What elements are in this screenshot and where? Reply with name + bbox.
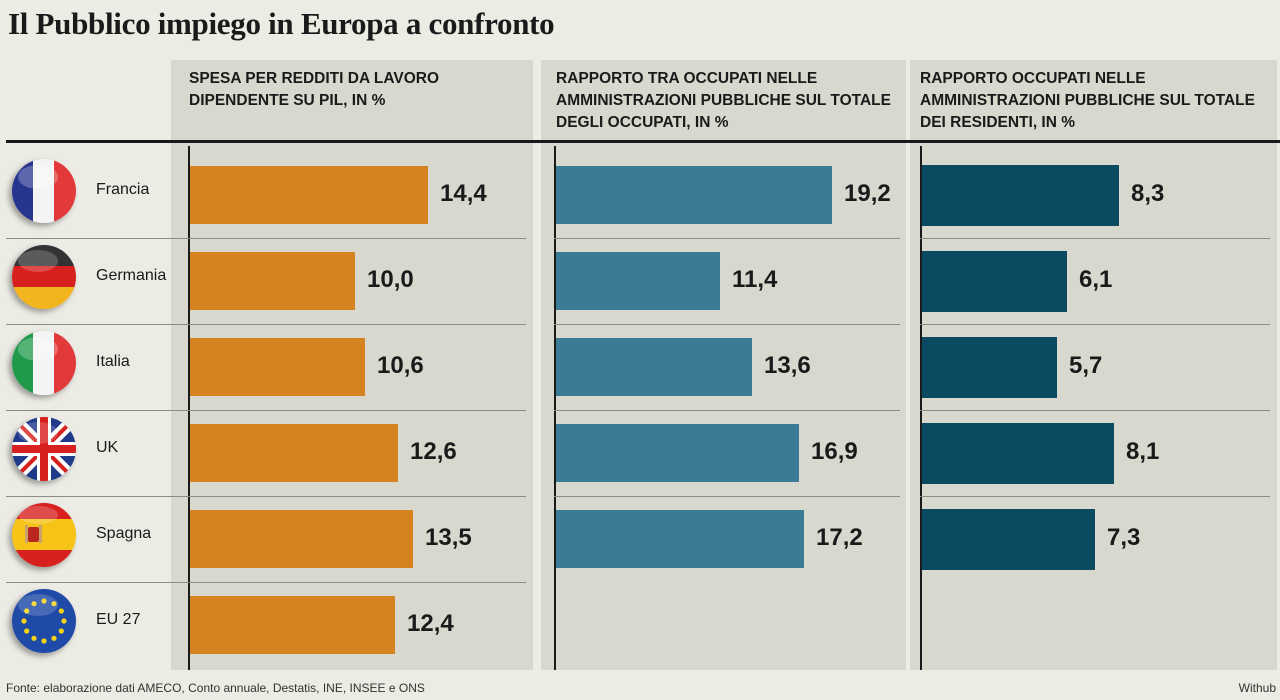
header-rule bbox=[6, 140, 1280, 143]
germany-flag-icon bbox=[12, 245, 76, 309]
bar-value-label: 10,0 bbox=[367, 266, 414, 293]
bar-panel1-spagna bbox=[190, 510, 413, 568]
bar-panel1-francia bbox=[190, 166, 428, 224]
row-separator bbox=[920, 410, 1270, 411]
bar-value-label: 11,4 bbox=[732, 266, 778, 293]
bar-value-label: 13,5 bbox=[425, 524, 472, 551]
bar-panel2-uk bbox=[556, 424, 799, 482]
bar-value-label: 5,7 bbox=[1069, 352, 1103, 379]
bar-value-label: 17,2 bbox=[816, 524, 863, 551]
bar-panel3-francia bbox=[922, 165, 1119, 226]
bar-value-label: 12,6 bbox=[410, 438, 457, 465]
credit-label: Withub bbox=[1238, 681, 1276, 695]
country-label: UK bbox=[96, 439, 119, 456]
bar-value-label: 10,6 bbox=[377, 352, 424, 379]
panel-1-header: SPESA PER REDDITI DA LAVORO DIPENDENTE S… bbox=[189, 70, 440, 109]
row-separator bbox=[6, 324, 526, 325]
row-separator bbox=[920, 496, 1270, 497]
bar-panel1-uk bbox=[190, 424, 398, 482]
panel-2-header: RAPPORTO TRA OCCUPATI NELLE AMMINISTRAZI… bbox=[556, 70, 891, 131]
bar-panel1-eu-27 bbox=[190, 596, 395, 654]
row-separator bbox=[920, 238, 1270, 239]
bar-value-label: 19,2 bbox=[844, 180, 891, 207]
row-separator bbox=[554, 410, 900, 411]
country-label: Italia bbox=[96, 353, 130, 370]
eu-flag-icon bbox=[12, 589, 76, 653]
bar-panel3-germania bbox=[922, 251, 1067, 312]
country-label: Spagna bbox=[96, 525, 152, 542]
bar-value-label: 8,1 bbox=[1126, 438, 1160, 465]
row-separator bbox=[6, 238, 526, 239]
bar-value-label: 14,4 bbox=[440, 180, 487, 207]
bar-panel2-spagna bbox=[556, 510, 804, 568]
bar-value-label: 16,9 bbox=[811, 438, 858, 465]
panel-1-axis bbox=[188, 146, 190, 670]
bar-value-label: 13,6 bbox=[764, 352, 811, 379]
row-separator bbox=[920, 324, 1270, 325]
bar-panel2-germania bbox=[556, 252, 720, 310]
bar-value-label: 6,1 bbox=[1079, 266, 1113, 293]
country-label: EU 27 bbox=[96, 611, 141, 628]
bar-panel3-spagna bbox=[922, 509, 1095, 570]
row-separator bbox=[6, 582, 526, 583]
bar-panel2-francia bbox=[556, 166, 832, 224]
row-separator bbox=[6, 496, 526, 497]
france-flag-icon bbox=[12, 159, 76, 223]
bar-value-label: 12,4 bbox=[407, 610, 454, 637]
panel-3-axis bbox=[920, 146, 922, 670]
country-label: Francia bbox=[96, 181, 150, 198]
bar-panel1-italia bbox=[190, 338, 365, 396]
row-separator bbox=[554, 496, 900, 497]
country-label: Germania bbox=[96, 267, 167, 284]
panel-2-axis bbox=[554, 146, 556, 670]
italy-flag-icon bbox=[12, 331, 76, 395]
row-separator bbox=[554, 238, 900, 239]
bar-panel3-uk bbox=[922, 423, 1114, 484]
bar-panel2-italia bbox=[556, 338, 752, 396]
bar-value-label: 7,3 bbox=[1107, 524, 1141, 551]
row-separator bbox=[554, 324, 900, 325]
bar-panel3-italia bbox=[922, 337, 1057, 398]
bar-panel1-germania bbox=[190, 252, 355, 310]
chart-title: Il Pubblico impiego in Europa a confront… bbox=[8, 6, 555, 41]
bar-value-label: 8,3 bbox=[1131, 180, 1165, 207]
uk-flag-icon bbox=[12, 417, 76, 481]
row-separator bbox=[6, 410, 526, 411]
panel-3-header: RAPPORTO OCCUPATI NELLE AMMINISTRAZIONI … bbox=[920, 70, 1255, 131]
spain-flag-icon bbox=[12, 503, 76, 567]
source-note: Fonte: elaborazione dati AMECO, Conto an… bbox=[6, 681, 425, 695]
